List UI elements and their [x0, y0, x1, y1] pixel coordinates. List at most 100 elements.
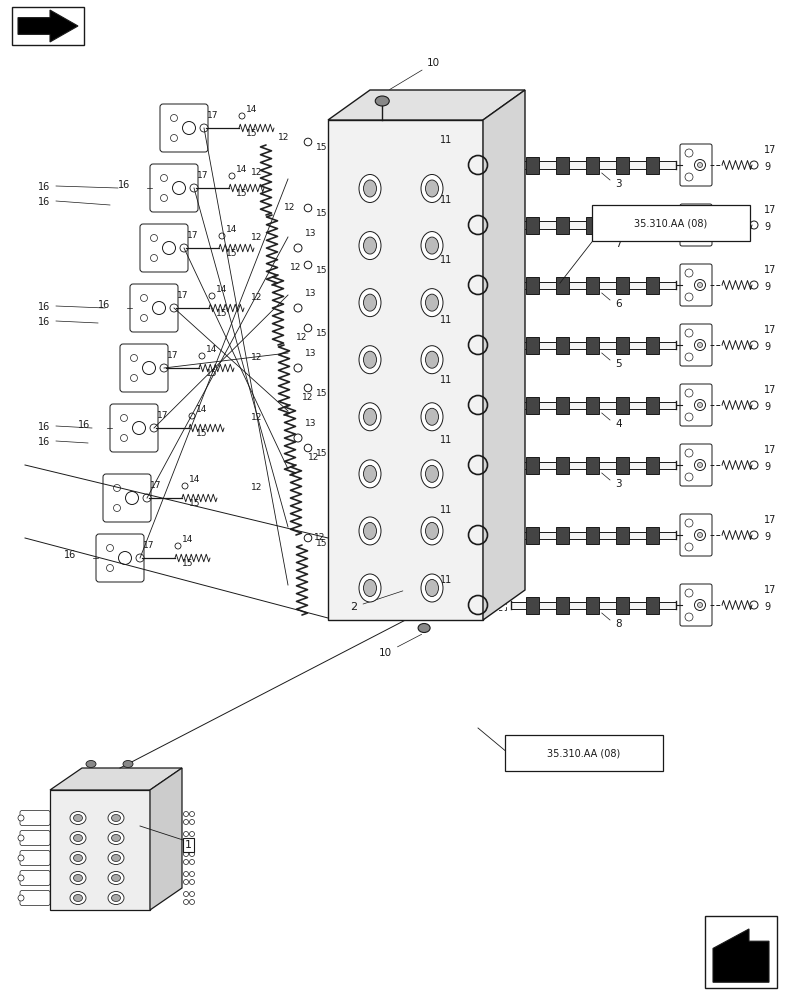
Bar: [616, 217, 629, 233]
Text: 12: 12: [250, 233, 262, 242]
Text: 12: 12: [308, 453, 319, 462]
FancyBboxPatch shape: [160, 104, 208, 152]
Circle shape: [219, 233, 225, 239]
Circle shape: [750, 341, 758, 349]
Text: 17: 17: [150, 481, 162, 490]
FancyBboxPatch shape: [680, 264, 712, 306]
Bar: [526, 336, 539, 354]
Text: 8: 8: [512, 737, 519, 747]
Ellipse shape: [108, 871, 124, 884]
Ellipse shape: [86, 760, 96, 768]
Circle shape: [698, 223, 703, 228]
Circle shape: [685, 233, 693, 241]
Circle shape: [189, 820, 195, 824]
Circle shape: [184, 840, 188, 844]
Bar: [646, 157, 659, 174]
Bar: [586, 396, 599, 414]
Text: 12: 12: [250, 413, 262, 422]
Circle shape: [150, 254, 158, 261]
Circle shape: [294, 244, 302, 252]
FancyBboxPatch shape: [110, 404, 158, 452]
Bar: [556, 456, 569, 474]
Bar: [616, 456, 629, 474]
Circle shape: [239, 113, 245, 119]
Text: 9: 9: [764, 532, 770, 542]
Circle shape: [695, 529, 706, 540]
Bar: [556, 276, 569, 294]
Ellipse shape: [359, 289, 381, 317]
Text: 13: 13: [305, 419, 317, 428]
Circle shape: [685, 473, 693, 481]
Bar: [526, 396, 539, 414]
Ellipse shape: [74, 854, 82, 861]
Ellipse shape: [359, 174, 381, 202]
Text: 16: 16: [63, 550, 76, 560]
Text: 17: 17: [167, 351, 178, 360]
Text: 15: 15: [316, 329, 328, 338]
Circle shape: [209, 293, 215, 299]
Ellipse shape: [364, 580, 376, 596]
FancyBboxPatch shape: [103, 474, 151, 522]
Text: 9: 9: [764, 462, 770, 472]
Ellipse shape: [112, 874, 120, 882]
Ellipse shape: [425, 294, 439, 311]
Circle shape: [18, 855, 24, 861]
Ellipse shape: [421, 403, 443, 431]
Text: 14: 14: [206, 345, 217, 354]
Circle shape: [685, 413, 693, 421]
FancyBboxPatch shape: [150, 164, 198, 212]
Circle shape: [695, 220, 706, 231]
Bar: [556, 336, 569, 354]
Text: 16: 16: [118, 180, 130, 190]
Circle shape: [698, 162, 703, 167]
Ellipse shape: [421, 517, 443, 545]
Text: 15: 15: [316, 266, 328, 275]
Circle shape: [184, 871, 188, 876]
Text: 5: 5: [615, 359, 622, 369]
Ellipse shape: [425, 408, 439, 425]
Circle shape: [189, 900, 195, 904]
Bar: [328, 120, 483, 620]
Text: 11: 11: [440, 195, 452, 205]
Ellipse shape: [108, 852, 124, 864]
Text: 11: 11: [440, 435, 452, 445]
Circle shape: [685, 209, 693, 217]
Bar: [586, 217, 599, 233]
Circle shape: [184, 820, 188, 824]
Circle shape: [18, 835, 24, 841]
Circle shape: [173, 182, 185, 195]
Text: 14: 14: [216, 285, 227, 294]
Bar: [616, 396, 629, 414]
Circle shape: [119, 552, 131, 564]
Circle shape: [685, 449, 693, 457]
Circle shape: [189, 852, 195, 856]
Circle shape: [162, 241, 176, 254]
Ellipse shape: [364, 237, 376, 254]
FancyBboxPatch shape: [680, 204, 712, 246]
Text: 7: 7: [615, 239, 622, 249]
Bar: [511, 161, 676, 168]
Circle shape: [750, 401, 758, 409]
Ellipse shape: [108, 832, 124, 844]
Circle shape: [143, 361, 155, 374]
Text: 12: 12: [250, 168, 262, 177]
Text: 9: 9: [764, 342, 770, 352]
Circle shape: [161, 194, 167, 202]
Circle shape: [184, 832, 188, 836]
Bar: [616, 276, 629, 294]
Circle shape: [685, 329, 693, 337]
Circle shape: [685, 589, 693, 597]
Circle shape: [184, 859, 188, 864]
Text: 15: 15: [316, 143, 328, 152]
Bar: [646, 526, 659, 543]
Circle shape: [294, 364, 302, 372]
Text: 13: 13: [305, 349, 317, 358]
Text: 15: 15: [206, 369, 218, 378]
Circle shape: [685, 389, 693, 397]
Circle shape: [294, 304, 302, 312]
Bar: [556, 526, 569, 543]
Circle shape: [229, 173, 235, 179]
Circle shape: [106, 564, 113, 572]
Circle shape: [200, 124, 208, 132]
Ellipse shape: [74, 834, 82, 842]
